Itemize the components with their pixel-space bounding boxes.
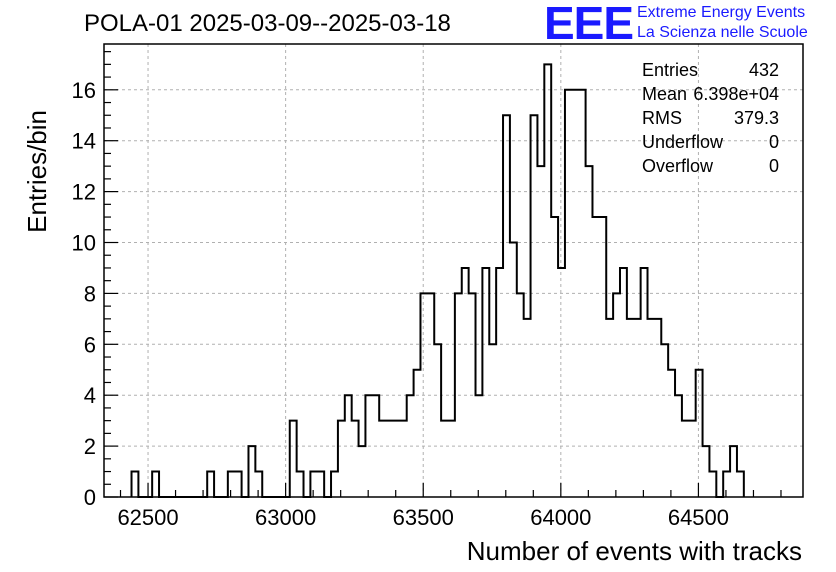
histogram-step-line xyxy=(130,63,745,498)
histogram-bars xyxy=(130,63,745,498)
stats-value: 379.3 xyxy=(733,108,779,128)
y-tick-label: 12 xyxy=(72,180,96,205)
logo-line-1: Extreme Energy Events xyxy=(637,4,806,21)
y-tick-label: 14 xyxy=(72,129,96,154)
stats-value: 0 xyxy=(768,156,779,176)
x-tick-label: 64500 xyxy=(668,505,729,530)
x-axis-label: Number of events with tracks xyxy=(466,536,802,566)
chart-title: POLA-01 2025-03-09--2025-03-18 xyxy=(84,10,451,37)
stats-value: 6.398e+04 xyxy=(693,84,779,104)
y-tick-label: 0 xyxy=(84,485,96,510)
axes-frame xyxy=(103,43,804,498)
y-tick-label: 2 xyxy=(84,434,96,459)
stats-label: RMS xyxy=(642,108,682,128)
x-tick-label: 62500 xyxy=(117,505,178,530)
stats-row-overflow: Overflow 0 xyxy=(642,154,779,178)
stats-label: Overflow xyxy=(642,156,714,176)
stats-value: 432 xyxy=(748,60,779,80)
y-tick-label: 16 xyxy=(72,78,96,103)
stats-row-entries: Entries 432 xyxy=(642,58,779,82)
y-tick-label: 4 xyxy=(84,383,96,408)
stats-row-rms: RMS 379.3 xyxy=(642,106,779,130)
y-axis-ticks: 0 2 4 6 8 10 12 14 16 xyxy=(72,51,118,510)
eee-logo: EEE xyxy=(544,0,634,49)
stats-label: Mean xyxy=(642,84,688,104)
grid-lines xyxy=(104,44,803,497)
y-tick-label: 6 xyxy=(84,332,96,357)
plot-frame xyxy=(103,43,804,498)
stats-label: Entries xyxy=(642,60,699,80)
x-tick-label: 64000 xyxy=(530,505,591,530)
logo-caption: Extreme Energy Events La Scienza nelle S… xyxy=(637,3,808,43)
stats-row-underflow: Underflow 0 xyxy=(642,130,779,154)
y-tick-label: 10 xyxy=(72,231,96,256)
x-tick-label: 63500 xyxy=(393,505,454,530)
y-axis-label: Entries/bin xyxy=(22,110,52,233)
stats-value: 0 xyxy=(768,132,779,152)
stats-label: Underflow xyxy=(642,132,724,152)
logo-line-2: La Scienza nelle Scuole xyxy=(637,24,808,41)
x-axis-ticks: 62500 63000 63500 64000 64500 xyxy=(117,483,782,530)
stats-row-mean: Mean 6.398e+04 xyxy=(642,82,779,106)
stats-box: Entries 432 Mean 6.398e+04 RMS 379.3 Und… xyxy=(642,58,779,178)
y-tick-label: 8 xyxy=(84,281,96,306)
x-tick-label: 63000 xyxy=(255,505,316,530)
